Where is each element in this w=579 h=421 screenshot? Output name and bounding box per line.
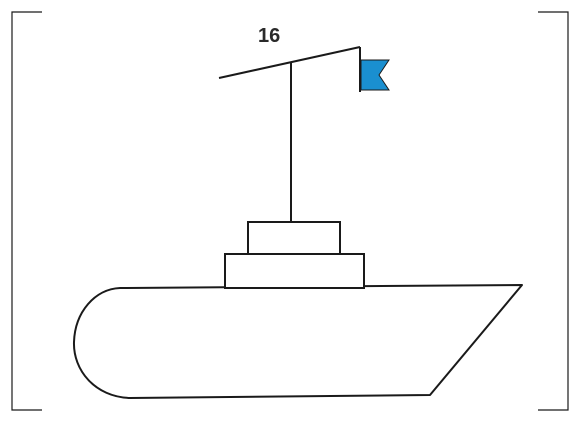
lower-cabin [224,253,365,289]
frame-corner-top-left [11,11,42,411]
flag-icon [360,59,390,91]
ship-hull [72,284,523,399]
page-number-label: 16 [258,25,281,47]
mast-crossbar [218,46,361,79]
upper-cabin [247,221,341,255]
frame-corner-top-right [538,11,569,411]
page-frame-marks [11,11,569,411]
